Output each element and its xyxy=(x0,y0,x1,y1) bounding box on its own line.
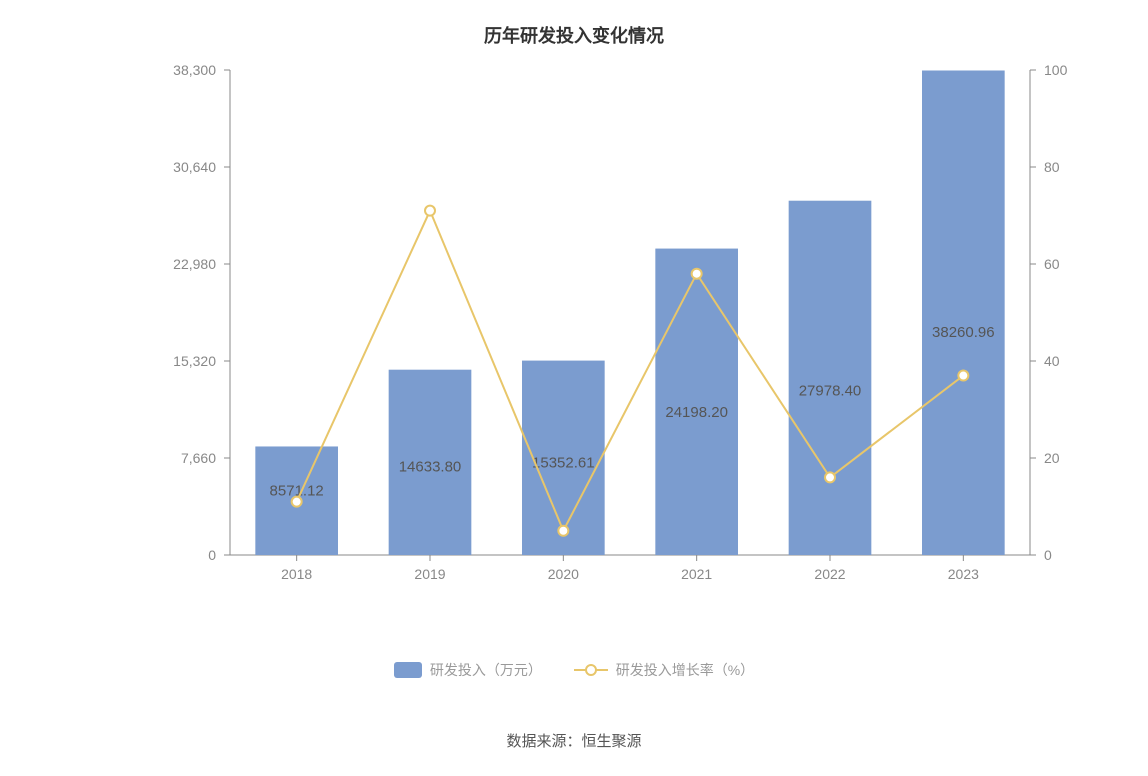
svg-text:27978.40: 27978.40 xyxy=(799,383,862,400)
svg-text:0: 0 xyxy=(1044,547,1052,563)
svg-text:2020: 2020 xyxy=(548,566,579,582)
legend: 研发投入（万元） 研发投入增长率（%） xyxy=(0,660,1148,681)
chart-title: 历年研发投入变化情况 xyxy=(0,0,1148,48)
chart-svg: 0 7,660 15,320 22,980 30,640 38,300 0 20 40 60 80 1… xyxy=(0,60,1148,620)
legend-line-icon xyxy=(574,662,608,678)
legend-bar-label: 研发投入（万元） xyxy=(430,660,542,680)
legend-item-line: 研发投入增长率（%） xyxy=(574,660,754,680)
svg-text:40: 40 xyxy=(1044,353,1060,369)
legend-bar-swatch xyxy=(394,662,422,678)
svg-text:80: 80 xyxy=(1044,159,1060,175)
svg-text:0: 0 xyxy=(208,547,216,563)
svg-text:2021: 2021 xyxy=(681,566,712,582)
data-source: 数据来源：恒生聚源 xyxy=(0,730,1148,751)
svg-text:14633.80: 14633.80 xyxy=(399,459,462,476)
svg-text:100: 100 xyxy=(1044,62,1068,78)
svg-text:2022: 2022 xyxy=(814,566,845,582)
svg-text:20: 20 xyxy=(1044,450,1060,466)
svg-text:24198.20: 24198.20 xyxy=(665,404,728,421)
svg-text:15352.61: 15352.61 xyxy=(532,455,595,472)
svg-text:7,660: 7,660 xyxy=(181,450,216,466)
chart-container: 历年研发投入变化情况 0 7,660 15,320 22,980 30,640 38,30… xyxy=(0,0,1148,776)
svg-text:2018: 2018 xyxy=(281,566,312,582)
svg-text:30,640: 30,640 xyxy=(173,159,216,175)
chart-area: 0 7,660 15,320 22,980 30,640 38,300 0 20 40 60 80 1… xyxy=(0,60,1148,620)
svg-text:38260.96: 38260.96 xyxy=(932,324,995,341)
svg-text:15,320: 15,320 xyxy=(173,353,216,369)
legend-line-label: 研发投入增长率（%） xyxy=(616,660,754,680)
svg-text:2023: 2023 xyxy=(948,566,979,582)
svg-text:38,300: 38,300 xyxy=(173,62,216,78)
svg-text:22,980: 22,980 xyxy=(173,256,216,272)
legend-line-swatch xyxy=(574,662,608,678)
svg-text:60: 60 xyxy=(1044,256,1060,272)
legend-item-bar: 研发投入（万元） xyxy=(394,660,542,680)
svg-text:2019: 2019 xyxy=(414,566,445,582)
